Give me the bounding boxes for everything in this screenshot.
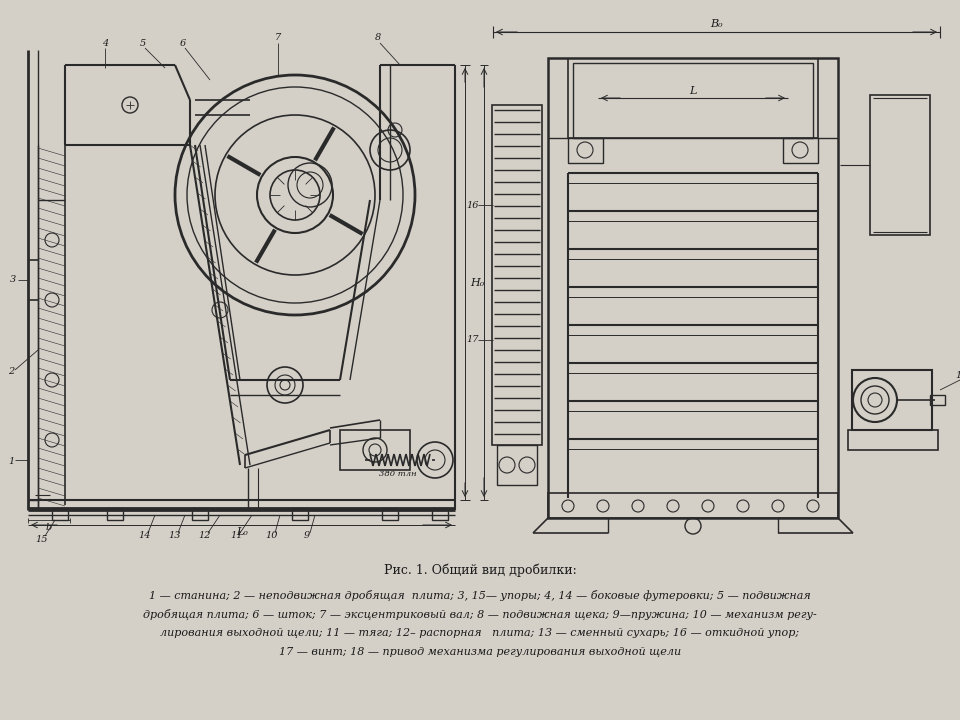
Text: 5: 5 (140, 38, 146, 48)
Text: H₀: H₀ (469, 278, 484, 288)
Text: 3: 3 (10, 276, 16, 284)
Text: 1 — станина; 2 — неподвижная дробящая  плита; 3, 15— упоры; 4, 14 — боковые футе: 1 — станина; 2 — неподвижная дробящая пл… (149, 590, 811, 600)
Text: 14: 14 (139, 531, 152, 541)
Bar (432, 508, 448, 520)
Text: 8: 8 (374, 34, 381, 42)
Text: 380 mлн: 380 mлн (379, 470, 417, 478)
Text: 15: 15 (36, 534, 48, 544)
Bar (930, 395, 945, 405)
Text: 4: 4 (102, 38, 108, 48)
Bar (340, 430, 410, 470)
Text: 11: 11 (230, 531, 243, 541)
Bar (548, 58, 838, 518)
Text: 17: 17 (467, 336, 479, 344)
Text: 12: 12 (199, 531, 211, 541)
Text: 6: 6 (180, 38, 186, 48)
Bar (783, 138, 818, 163)
Bar (192, 508, 208, 520)
Bar (292, 508, 308, 520)
Text: 9: 9 (304, 531, 310, 541)
Bar (573, 63, 813, 138)
Text: 1: 1 (8, 457, 14, 467)
Bar (870, 95, 930, 235)
Text: 17 — винт; 18 — привод механизма регулирования выходной щели: 17 — винт; 18 — привод механизма регулир… (279, 647, 681, 657)
Text: B₀: B₀ (709, 19, 722, 29)
Bar (52, 508, 68, 520)
Text: 18: 18 (955, 372, 960, 380)
Bar (107, 508, 123, 520)
Text: дробящая плита; 6 — шток; 7 — эксцентриковый вал; 8 — подвижная щека; 9—пружина;: дробящая плита; 6 — шток; 7 — эксцентрик… (143, 608, 817, 620)
Bar (852, 370, 932, 430)
Text: 10: 10 (266, 531, 278, 541)
Text: 16: 16 (467, 200, 479, 210)
Text: лирования выходной щели; 11 — тяга; 12– распорная   плита; 13 — сменный сухарь; : лирования выходной щели; 11 — тяга; 12– … (160, 628, 800, 638)
Bar (568, 138, 603, 163)
Bar (382, 508, 398, 520)
Bar (548, 493, 838, 518)
Text: b: b (46, 523, 52, 531)
Text: L₀: L₀ (236, 527, 248, 537)
Text: 7: 7 (275, 34, 281, 42)
Text: 13: 13 (169, 531, 181, 541)
Bar (848, 430, 938, 450)
Bar (492, 105, 542, 445)
Text: L: L (689, 86, 697, 96)
Text: 2: 2 (8, 367, 14, 377)
Text: Рис. 1. Общий вид дробилки:: Рис. 1. Общий вид дробилки: (384, 563, 576, 577)
Bar (497, 445, 537, 485)
